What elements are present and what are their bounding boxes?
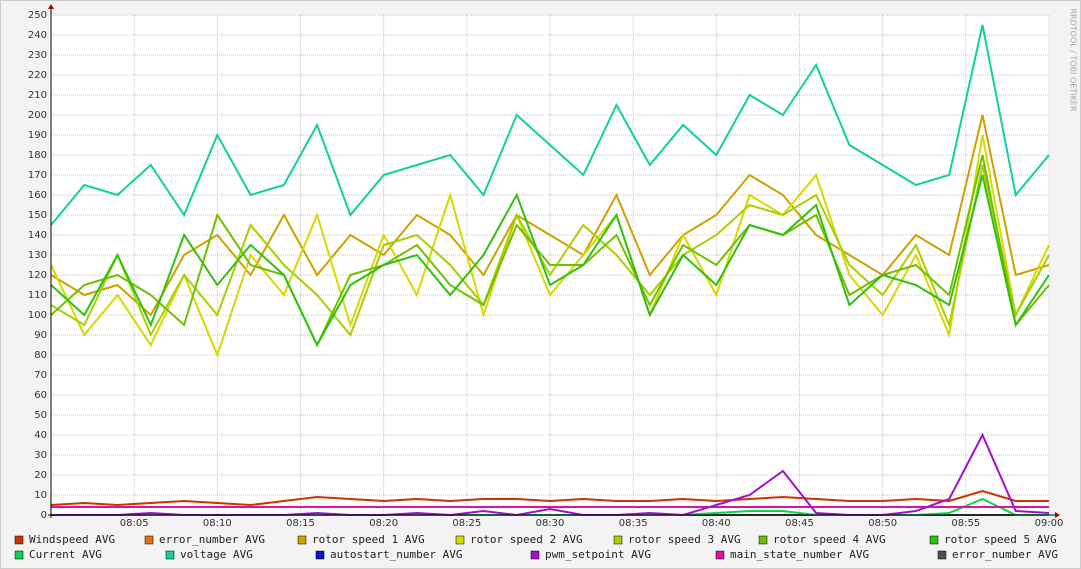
legend-label: error_number AVG <box>159 533 265 546</box>
series-line <box>50 24 1050 226</box>
y-tick-label: 30 <box>34 450 47 461</box>
legend-swatch <box>613 535 623 545</box>
y-tick-label: 140 <box>28 230 47 241</box>
legend-label: rotor speed 5 AVG <box>944 533 1057 546</box>
x-tick-label: 08:40 <box>702 518 731 529</box>
y-tick-label: 70 <box>34 370 47 381</box>
axis-arrow <box>1055 512 1060 518</box>
axis-arrow <box>48 4 54 9</box>
legend-label: Current AVG <box>29 548 102 561</box>
legend-swatch <box>758 535 768 545</box>
legend-label: rotor speed 4 AVG <box>773 533 886 546</box>
y-tick-label: 130 <box>28 250 47 261</box>
legend-swatch <box>937 550 947 560</box>
y-tick-label: 200 <box>28 110 47 121</box>
legend-label: voltage AVG <box>180 548 253 561</box>
y-tick-label: 250 <box>28 10 47 21</box>
legend-swatch <box>144 535 154 545</box>
y-tick-label: 20 <box>34 470 47 481</box>
legend-label: Windspeed AVG <box>29 533 115 546</box>
series-line <box>50 164 1050 338</box>
x-tick-label: 08:30 <box>536 518 565 529</box>
legend-label: autostart_number AVG <box>330 548 462 561</box>
x-tick-label: 08:05 <box>120 518 149 529</box>
x-tick-label: 08:25 <box>452 518 481 529</box>
series-line <box>50 134 1050 358</box>
legend-swatch <box>14 550 24 560</box>
y-tick-label: 180 <box>28 150 47 161</box>
y-tick-label: 150 <box>28 210 47 221</box>
legend-label: main_state_number AVG <box>730 548 869 561</box>
y-tick-label: 190 <box>28 130 47 141</box>
legend-swatch <box>929 535 939 545</box>
y-tick-label: 50 <box>34 410 47 421</box>
y-tick-label: 110 <box>28 290 47 301</box>
y-tick-label: 90 <box>34 330 47 341</box>
x-tick-label: 08:50 <box>868 518 897 529</box>
series-line <box>50 489 1049 507</box>
legend-label: pwm_setpoint AVG <box>545 548 651 561</box>
y-tick-label: 100 <box>28 310 47 321</box>
legend-swatch <box>530 550 540 560</box>
legend-label: rotor speed 3 AVG <box>628 533 741 546</box>
series-line <box>50 174 1050 348</box>
y-tick-label: 240 <box>28 30 47 41</box>
y-tick-label: 210 <box>28 90 47 101</box>
y-tick-label: 160 <box>28 190 47 201</box>
x-tick-label: 08:15 <box>286 518 315 529</box>
legend-swatch <box>297 535 307 545</box>
x-tick-label: 09:00 <box>1035 518 1064 529</box>
legend-swatch <box>455 535 465 545</box>
y-tick-label: 120 <box>28 270 47 281</box>
x-tick-label: 08:35 <box>619 518 648 529</box>
x-tick-label: 08:55 <box>951 518 980 529</box>
legend-swatch <box>715 550 725 560</box>
y-tick-label: 40 <box>34 430 47 441</box>
y-tick-label: 230 <box>28 50 47 61</box>
y-tick-label: 80 <box>34 350 47 361</box>
legend-label: rotor speed 1 AVG <box>312 533 425 546</box>
legend-swatch <box>165 550 175 560</box>
x-tick-label: 08:10 <box>203 518 232 529</box>
legend-swatch <box>14 535 24 545</box>
legend-swatch <box>315 550 325 560</box>
y-tick-label: 60 <box>34 390 47 401</box>
x-tick-label: 08:45 <box>785 518 814 529</box>
y-tick-label: 0 <box>41 510 47 521</box>
legend-label: rotor speed 2 AVG <box>470 533 583 546</box>
y-tick-label: 220 <box>28 70 47 81</box>
watermark: RRDTOOL / TOBI OETIKER <box>1069 8 1078 111</box>
y-tick-label: 170 <box>28 170 47 181</box>
y-tick-label: 10 <box>34 490 47 501</box>
x-tick-label: 08:20 <box>369 518 398 529</box>
legend-label: error_number AVG <box>952 548 1058 561</box>
